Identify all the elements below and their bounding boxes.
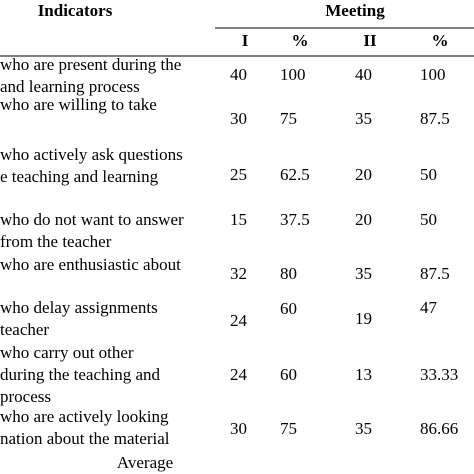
cell-value: 24 <box>230 365 248 384</box>
indicator-text: who do not want to answer <box>0 210 184 229</box>
cell-value: 15 <box>230 210 247 229</box>
cell-value: 62.5 <box>280 165 310 184</box>
cell-value: 20 <box>355 210 372 229</box>
indicator-text: teacher <box>0 320 49 339</box>
cell-value: 60 <box>280 299 297 318</box>
cell-value: 86.66 <box>420 419 458 438</box>
sub-header: % <box>432 31 449 50</box>
indicator-text: who carry out other <box>0 343 134 362</box>
cell-value: 20 <box>355 165 372 184</box>
indicator-text: who are enthusiastic about <box>0 255 181 274</box>
cell-value: 25 <box>230 165 247 184</box>
indicator-text: during the teaching and <box>0 365 161 384</box>
indicator-text: who are actively looking <box>0 407 169 426</box>
cell-value: 100 <box>420 65 446 84</box>
cell-value: 87.5 <box>420 264 450 283</box>
cell-value: 50 <box>420 210 437 229</box>
cell-value: 40 <box>355 65 372 84</box>
indicator-text: who are willing to take <box>0 95 157 114</box>
cell-value: 100 <box>280 65 306 84</box>
cell-value: 60 <box>280 365 297 384</box>
indicator-text: process <box>0 387 51 406</box>
cell-value: 35 <box>355 264 372 283</box>
indicator-text: from the teacher <box>0 232 112 251</box>
footer-average: Average <box>117 453 173 472</box>
cell-value: 47 <box>420 298 438 317</box>
cell-value: 13 <box>355 365 372 384</box>
indicator-text: who are present during the <box>0 55 181 74</box>
cell-value: 35 <box>355 109 372 128</box>
cell-value: 40 <box>230 65 247 84</box>
indicator-text: nation about the material <box>0 429 170 448</box>
indicator-text: and learning process <box>0 77 140 96</box>
cell-value: 37.5 <box>280 210 310 229</box>
cell-value: 19 <box>355 309 372 328</box>
indicator-text: who actively ask questions <box>0 145 183 164</box>
sub-header: I <box>242 31 249 50</box>
indicator-text: who delay assignments <box>0 298 158 317</box>
header-indicators: Indicators <box>38 1 113 20</box>
indicator-text: e teaching and learning <box>0 167 159 186</box>
cell-value: 24 <box>230 311 248 330</box>
cell-value: 32 <box>230 264 247 283</box>
cell-value: 33.33 <box>420 365 458 384</box>
cell-value: 75 <box>280 419 297 438</box>
header-meeting: Meeting <box>325 1 385 20</box>
cell-value: 30 <box>230 419 247 438</box>
sub-header: % <box>292 31 309 50</box>
cell-value: 50 <box>420 165 437 184</box>
cell-value: 80 <box>280 264 297 283</box>
cell-value: 30 <box>230 109 247 128</box>
sub-header: II <box>363 31 377 50</box>
cell-value: 35 <box>355 419 372 438</box>
cell-value: 75 <box>280 109 297 128</box>
cell-value: 87.5 <box>420 109 450 128</box>
